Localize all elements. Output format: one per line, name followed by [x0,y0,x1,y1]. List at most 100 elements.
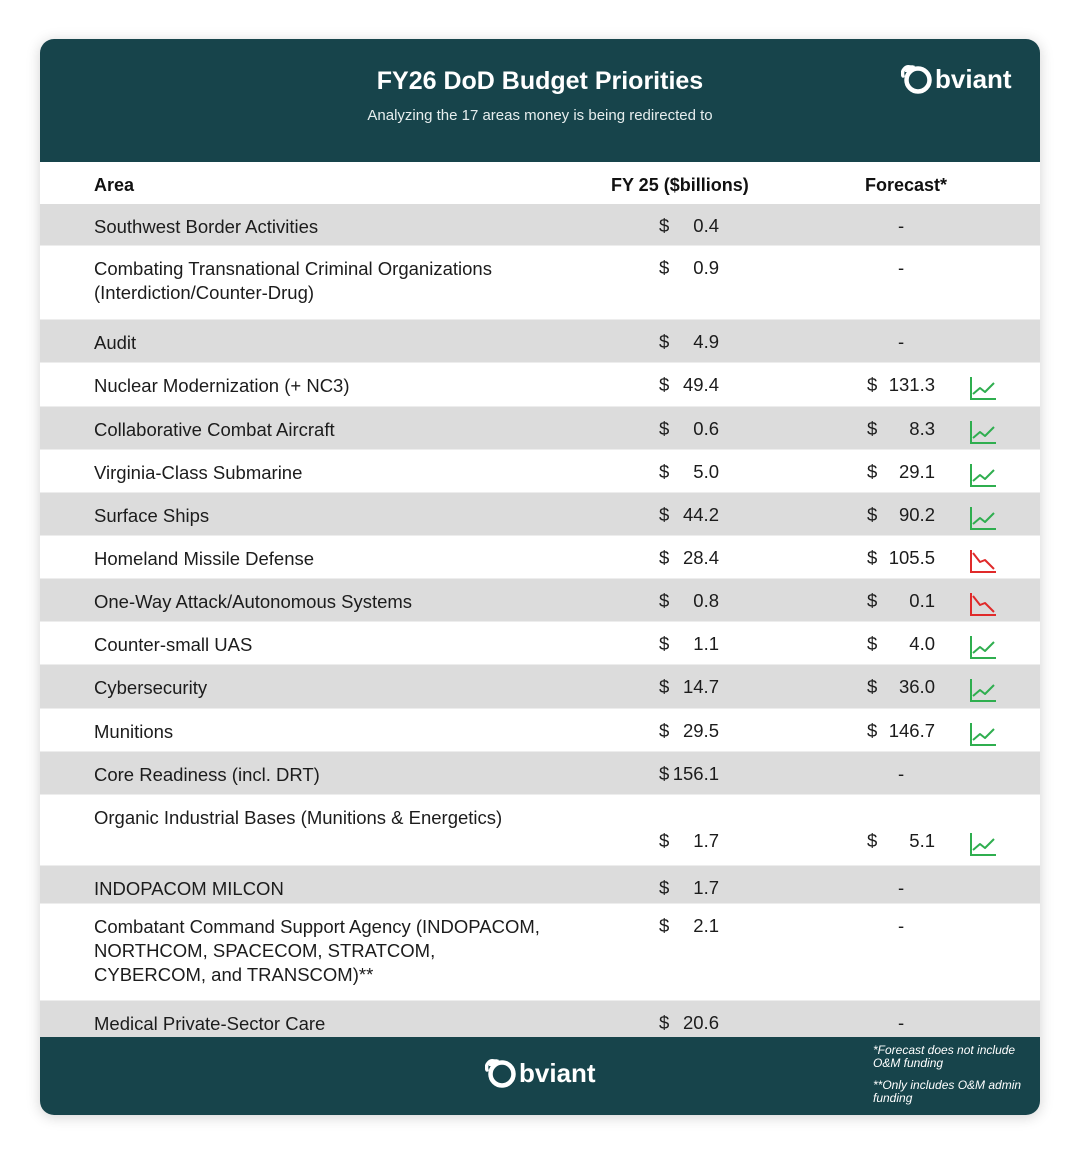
forecast-empty: - [898,877,905,898]
trend-down-icon [970,593,996,616]
table-row: Counter-small UAS $1.1 $4.0 [40,622,1040,665]
currency-symbol: $ [659,676,670,697]
currency-symbol: $ [659,915,670,936]
column-header-fy25: FY 25 ($billions) [611,175,749,195]
area-label: Munitions [94,721,174,742]
fy25-number: 0.9 [693,257,719,278]
logo-wordmark: bviant [935,63,1012,94]
area-label: Organic Industrial Bases (Munitions & En… [94,807,503,828]
trend-up-icon [970,833,996,856]
table-row: One-Way Attack/Autonomous Systems $0.8 $0.… [40,579,1040,622]
currency-symbol: $ [659,418,670,439]
area-label: Core Readiness (incl. DRT) [94,764,320,785]
table-row: Cybersecurity $14.7 $36.0 [40,665,1040,709]
currency-symbol: $ [659,720,670,741]
fy25-number: 44.2 [682,504,719,525]
table-row: Combatant Command Support Agency (INDOPA… [40,904,1040,1001]
currency-symbol: $ [659,1012,670,1033]
currency-symbol: $ [659,215,670,236]
forecast-number: 146.7 [888,720,935,741]
trend-down-icon [970,550,996,573]
forecast-empty: - [898,257,905,278]
forecast-number: 4.0 [909,633,935,654]
fy25-number: 14.7 [682,676,719,697]
footer: bviant *Forecast does not include O&M fu… [40,1037,1040,1115]
budget-table-body: Southwest Border Activities $0.4 - Combatin… [40,204,1040,1039]
logo-wordmark: bviant [519,1057,596,1088]
table-row: INDOPACOM MILCON $1.7 - [40,866,1040,904]
fy25-number: 20.6 [682,1012,719,1033]
currency-symbol: $ [659,504,670,525]
currency-symbol: $ [867,547,878,568]
budget-card: FY26 DoD Budget Priorities Analyzing the… [40,39,1040,1115]
currency-symbol: $ [867,720,878,741]
currency-symbol: $ [867,830,878,851]
trend-up-icon [970,723,996,746]
forecast-number: 5.1 [909,830,935,851]
forecast-number: 90.2 [898,504,935,525]
table-row: Munitions $29.5 $146.7 [40,709,1040,752]
table-row: Virginia-Class Submarine $5.0 $29.1 [40,450,1040,493]
obviant-logo: bviant [901,63,1012,95]
area-label: Cybersecurity [94,677,208,698]
header: FY26 DoD Budget Priorities Analyzing the… [40,39,1040,162]
table-row: Organic Industrial Bases (Munitions & En… [40,795,1040,866]
fy25-number: 28.4 [682,547,719,568]
table-row: Audit $4.9 - [40,320,1040,363]
trend-up-icon [970,377,996,400]
forecast-empty: - [898,915,905,936]
area-label: Collaborative Combat Aircraft [94,419,335,440]
table-row: Collaborative Combat Aircraft $0.6 $8.3 [40,407,1040,450]
currency-symbol: $ [659,257,670,278]
currency-symbol: $ [867,418,878,439]
table-row: Southwest Border Activities $0.4 - [40,204,1040,246]
fy25-number: 1.7 [693,877,719,898]
fy25-number: 0.4 [693,215,719,236]
forecast-number: 0.1 [909,590,935,611]
trend-up-icon [970,464,996,487]
area-label: Southwest Border Activities [94,216,319,237]
currency-symbol: $ [659,763,670,784]
forecast-number: 29.1 [898,461,935,482]
footnote-admin: **Only includes O&M admin funding [873,1078,1022,1105]
forecast-empty: - [898,1012,905,1033]
table-row: Surface Ships $44.2 $90.2 [40,493,1040,536]
currency-symbol: $ [659,461,670,482]
obviant-logo-icon [485,1059,516,1088]
area-label: Combatant Command Support Agency (INDOPA… [94,916,540,985]
forecast-empty: - [898,331,905,352]
table-row: Core Readiness (incl. DRT) $156.1 - [40,752,1040,795]
table-row: Nuclear Modernization (+ NC3) $49.4 $131.3 [40,363,1040,407]
forecast-number: 36.0 [898,676,935,697]
area-label: Nuclear Modernization (+ NC3) [94,375,350,396]
trend-up-icon [970,507,996,530]
currency-symbol: $ [867,676,878,697]
forecast-empty: - [898,763,905,784]
currency-symbol: $ [867,461,878,482]
area-label: Homeland Missile Defense [94,548,315,569]
forecast-number: 131.3 [888,374,935,395]
obviant-logo-icon [901,65,932,94]
fy25-number: 156.1 [672,763,719,784]
footnote-forecast: *Forecast does not include O&M funding [873,1043,1016,1070]
fy25-number: 2.1 [693,915,719,936]
currency-symbol: $ [659,590,670,611]
table-row: Homeland Missile Defense $28.4 $105.5 [40,536,1040,579]
currency-symbol: $ [659,331,670,352]
area-label: Surface Ships [94,505,210,526]
page-title: FY26 DoD Budget Priorities [376,67,704,95]
table-row: Combating Transnational Criminal Organiz… [40,246,1040,320]
currency-symbol: $ [867,590,878,611]
forecast-empty: - [898,215,905,236]
area-label: Combating Transnational Criminal Organiz… [94,258,492,303]
area-label: Virginia-Class Submarine [94,462,303,483]
column-header-forecast: Forecast* [865,175,948,195]
forecast-number: 8.3 [909,418,935,439]
area-label: INDOPACOM MILCON [94,878,284,899]
table-row: Medical Private-Sector Care $20.6 - [40,1001,1040,1039]
area-label: One-Way Attack/Autonomous Systems [94,591,413,612]
area-label: Medical Private-Sector Care [94,1013,326,1034]
fy25-number: 0.6 [693,418,719,439]
page-subtitle: Analyzing the 17 areas money is being re… [367,107,713,124]
currency-symbol: $ [867,504,878,525]
